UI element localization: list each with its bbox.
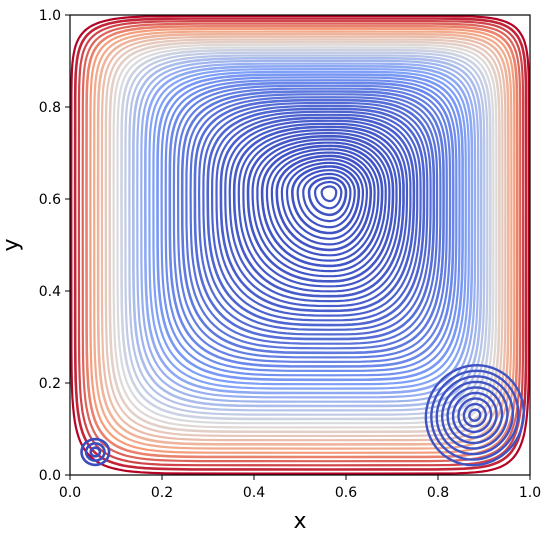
x-tick-label: 1.0 — [519, 485, 541, 501]
streamline — [320, 185, 338, 203]
streamline — [152, 70, 467, 386]
streamline — [270, 151, 376, 257]
streamline — [198, 101, 432, 336]
vortex-center — [328, 190, 332, 194]
streamline — [215, 113, 419, 317]
streamline — [211, 110, 422, 322]
streamline — [81, 22, 522, 463]
y-tick-label: 0.8 — [39, 100, 61, 116]
streamline — [224, 119, 412, 308]
streamline — [189, 96, 439, 345]
streamline — [193, 98, 436, 341]
x-tick-label: 0.4 — [243, 485, 265, 501]
y-tick-label: 1.0 — [39, 8, 61, 24]
streamline — [70, 15, 530, 475]
streamline — [237, 128, 402, 293]
streamline — [219, 116, 416, 313]
streamline — [435, 375, 514, 456]
streamline — [148, 68, 470, 390]
streamline — [168, 81, 455, 368]
streamline — [430, 369, 520, 461]
streamline — [85, 25, 519, 459]
streamline — [80, 437, 111, 467]
streamline — [185, 93, 442, 350]
streamline — [172, 84, 452, 363]
streamline — [177, 87, 448, 359]
streamline — [89, 446, 102, 458]
streamline — [256, 141, 387, 273]
x-tick-label: 0.2 — [151, 485, 173, 501]
streamline — [89, 27, 516, 454]
streamline — [451, 391, 498, 439]
streamline — [446, 386, 504, 445]
streamline — [457, 397, 493, 434]
streamline — [307, 176, 348, 217]
streamline — [291, 165, 361, 235]
x-tick-label: 0.0 — [59, 485, 81, 501]
streamline — [108, 40, 501, 434]
streamline — [285, 161, 364, 240]
streamline — [73, 17, 528, 471]
streamline — [180, 90, 445, 355]
x-tick-label: 0.6 — [335, 485, 357, 501]
streamline — [228, 122, 409, 303]
streamline — [424, 364, 525, 467]
y-tick-label: 0.6 — [39, 192, 61, 208]
streamline — [160, 76, 461, 377]
streamline — [77, 20, 525, 467]
streamline — [206, 107, 426, 327]
streamline — [265, 148, 380, 262]
streamline — [164, 79, 458, 372]
y-tick-label: 0.2 — [39, 376, 61, 392]
vortex-center — [473, 413, 477, 417]
y-axis-label: y — [0, 238, 24, 251]
streamline — [232, 125, 405, 298]
streamlines — [70, 15, 530, 475]
streamline — [112, 43, 498, 429]
streamline — [251, 138, 391, 278]
streamline — [441, 380, 509, 450]
streamline — [242, 132, 398, 288]
streamline — [296, 169, 356, 229]
streamline — [462, 402, 487, 428]
plot-frame — [69, 14, 531, 476]
streamline — [156, 73, 464, 382]
streamline — [302, 172, 352, 223]
x-tick-label: 0.8 — [427, 485, 449, 501]
streamline — [84, 442, 106, 462]
y-tick-label: 0.4 — [39, 284, 61, 300]
streamline — [246, 135, 395, 283]
y-axis-ticks: 0.0 0.2 0.4 0.6 0.8 1.0 — [39, 8, 70, 484]
y-tick-label: 0.0 — [39, 468, 61, 484]
streamline — [275, 154, 373, 252]
x-axis-ticks: 0.0 0.2 0.4 0.6 0.8 1.0 — [59, 475, 541, 501]
streamline — [280, 158, 368, 246]
streamline — [314, 180, 343, 210]
streamline — [260, 144, 384, 268]
streamline — [202, 104, 429, 331]
x-axis-label: x — [293, 509, 306, 534]
streamline — [468, 408, 482, 422]
